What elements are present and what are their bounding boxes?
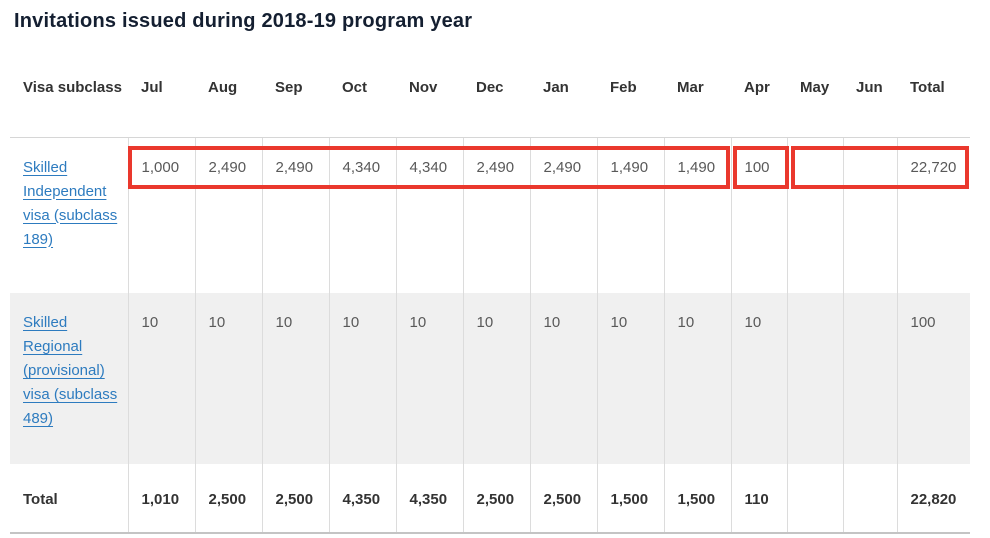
table-cell: 110: [730, 464, 787, 534]
table-cell: 2,500: [194, 464, 262, 534]
column-header-may: May: [787, 60, 843, 138]
table-cell: [786, 293, 843, 464]
table-cell: 100: [730, 137, 787, 293]
row-label-cell: Skilled Independent visa (subclass 189): [10, 137, 128, 293]
table-cell: 10: [663, 293, 731, 464]
table-row-subclass-489: Skilled Regional (provisional) visa (sub…: [10, 293, 970, 464]
row-label-cell: Skilled Regional (provisional) visa (sub…: [10, 293, 128, 464]
table-cell: [786, 464, 843, 534]
table-cell: 2,500: [462, 464, 530, 534]
column-header-jan: Jan: [530, 60, 597, 138]
invitations-table: Visa subclass Jul Aug Sep Oct Nov Dec Ja…: [10, 60, 970, 534]
column-header-feb: Feb: [597, 60, 664, 138]
table-cell: 2,500: [529, 464, 597, 534]
column-header-jun: Jun: [843, 60, 897, 138]
table-cell: 22,720: [896, 137, 970, 293]
table-cell: 10: [462, 293, 530, 464]
table-cell: 22,820: [896, 464, 970, 534]
table-row-total: Total 1,010 2,500 2,500 4,350 4,350 2,50…: [10, 464, 970, 534]
table-cell: 2,490: [529, 137, 597, 293]
table-cell: 4,340: [395, 137, 463, 293]
table-cell: 4,340: [328, 137, 396, 293]
table-cell: 10: [194, 293, 262, 464]
column-header-jul: Jul: [128, 60, 195, 138]
header-row: Visa subclass Jul Aug Sep Oct Nov Dec Ja…: [10, 60, 970, 138]
column-header-mar: Mar: [664, 60, 731, 138]
table-cell: 2,490: [261, 137, 329, 293]
visa-subclass-489-link[interactable]: Skilled Regional (provisional) visa (sub…: [23, 314, 118, 427]
column-header-sep: Sep: [262, 60, 329, 138]
table-cell: 4,350: [328, 464, 396, 534]
visa-subclass-189-link[interactable]: Skilled Independent visa (subclass 189): [23, 158, 118, 248]
column-header-aug: Aug: [195, 60, 262, 138]
table-cell: 1,000: [127, 137, 195, 293]
table-cell: 100: [896, 293, 970, 464]
table-cell: 10: [596, 293, 664, 464]
table-cell: 1,010: [127, 464, 195, 534]
table-cell: 1,490: [663, 137, 731, 293]
table-cell: [842, 464, 897, 534]
table-cell: [842, 137, 897, 293]
table-cell: [786, 137, 843, 293]
table-cell: 2,500: [261, 464, 329, 534]
table-cell: 10: [395, 293, 463, 464]
table-cell: 10: [328, 293, 396, 464]
table-cell: 2,490: [462, 137, 530, 293]
table-cell: 1,500: [663, 464, 731, 534]
table-cell: 10: [529, 293, 597, 464]
column-header-dec: Dec: [463, 60, 530, 138]
column-header-total: Total: [897, 60, 970, 138]
total-row-label: Total: [10, 464, 128, 534]
table-cell: 4,350: [395, 464, 463, 534]
page-title: Invitations issued during 2018-19 progra…: [14, 10, 473, 32]
table-cell: [842, 293, 897, 464]
column-header-nov: Nov: [396, 60, 463, 138]
table-cell: 10: [261, 293, 329, 464]
column-header-oct: Oct: [329, 60, 396, 138]
table-cell: 1,490: [596, 137, 664, 293]
column-header-apr: Apr: [731, 60, 787, 138]
table-cell: 1,500: [596, 464, 664, 534]
table-row-subclass-189: Skilled Independent visa (subclass 189) …: [10, 137, 970, 293]
table-cell: 10: [127, 293, 195, 464]
table-cell: 2,490: [194, 137, 262, 293]
column-header-visa-subclass: Visa subclass: [10, 60, 128, 138]
table-cell: 10: [730, 293, 787, 464]
